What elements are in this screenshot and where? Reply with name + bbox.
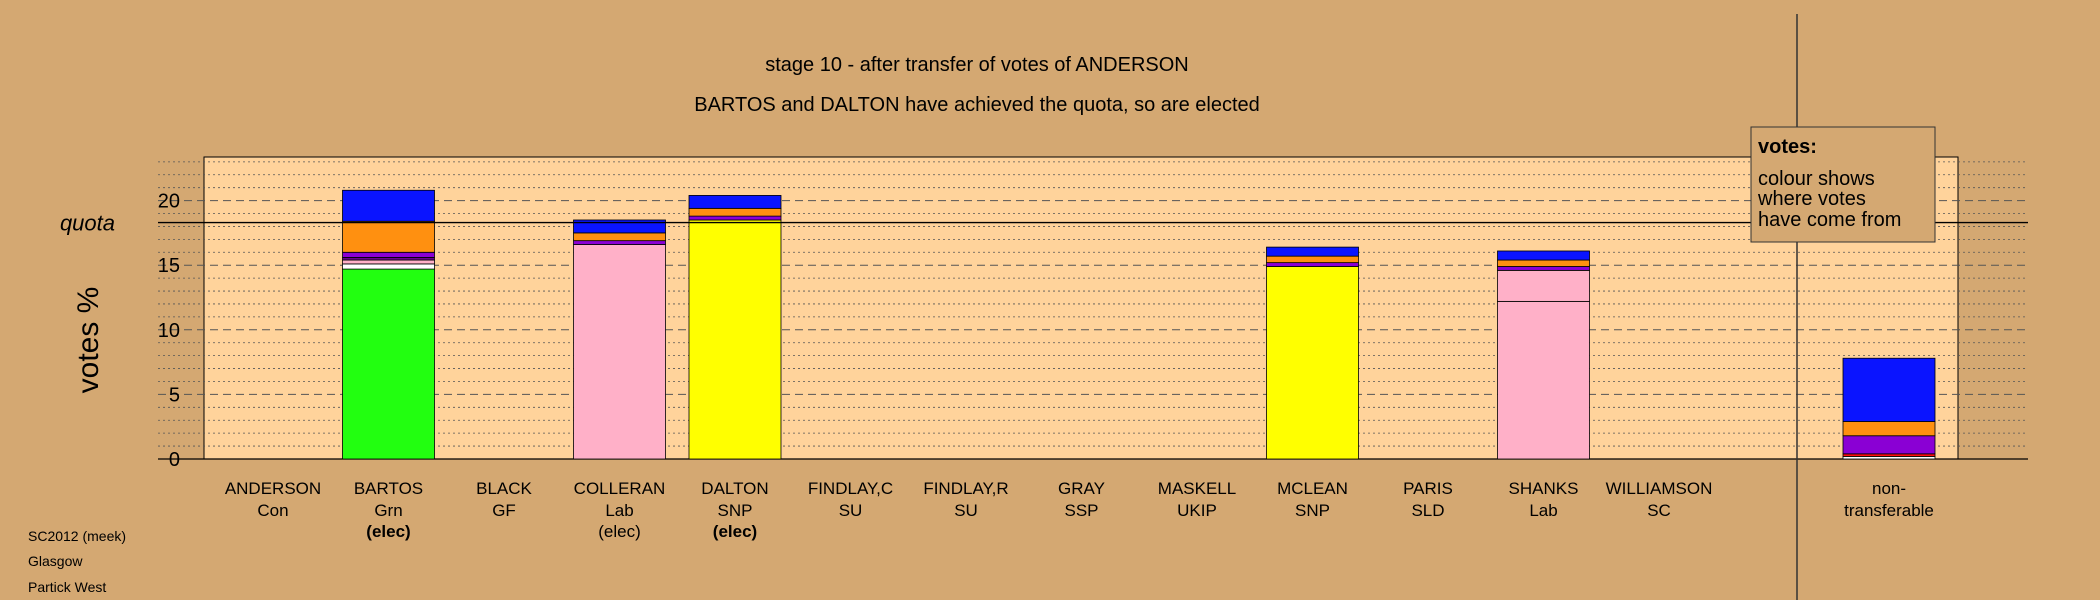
bar-segment [1497, 266, 1590, 271]
category-name-williamson: WILLIAMSON [1606, 479, 1713, 498]
bar-segment [342, 189, 435, 222]
category-name-shanks: SHANKS [1509, 479, 1579, 498]
category-party-williamson: SC [1647, 501, 1671, 520]
category-name-anderson: ANDERSON [225, 479, 321, 498]
category-party-bartos: Grn [374, 501, 402, 520]
category-name-bartos: BARTOS [354, 479, 423, 498]
chart-title: stage 10 - after transfer of votes of AN… [765, 54, 1189, 76]
bar-segment [573, 240, 666, 245]
bar-segment [1497, 300, 1590, 460]
y-tick-label: 15 [158, 255, 180, 277]
footer-line-2: Glasgow [28, 553, 83, 569]
category-party-colleran: Lab [605, 501, 633, 520]
legend-line-2: where votes [1757, 188, 1866, 210]
nontransferable-label-2: transferable [1844, 501, 1934, 520]
category-name-maskell: MASKELL [1158, 479, 1236, 498]
category-status-dalton: (elec) [713, 522, 757, 541]
bar-segment [688, 207, 782, 217]
bar-segment [342, 263, 435, 270]
nontransferable-bar-segment [1842, 421, 1936, 437]
category-status-colleran: (elec) [598, 522, 641, 541]
category-party-gray: SSP [1064, 501, 1098, 520]
category-name-black: BLACK [476, 479, 532, 498]
legend-line-3: have come from [1758, 209, 1901, 231]
y-axis-label: votes % [72, 287, 105, 394]
category-party-shanks: Lab [1529, 501, 1557, 520]
legend-title: votes: [1758, 136, 1817, 158]
gridlines [158, 161, 2028, 460]
bar-segment [1497, 269, 1590, 302]
bar-segment [342, 220, 435, 253]
y-tick-label: 20 [158, 191, 180, 213]
footer-line-3: Partick West [28, 579, 106, 595]
category-party-findlay-c: SU [839, 501, 863, 520]
category-name-colleran: COLLERAN [574, 479, 666, 498]
category-name-gray: GRAY [1058, 479, 1105, 498]
bar-segment [1266, 266, 1359, 460]
category-party-anderson: Con [257, 501, 288, 520]
y-tick-label: 0 [169, 449, 180, 471]
nontransferable-bar-segment [1842, 357, 1936, 422]
bar-segment [1497, 259, 1590, 267]
category-party-paris: SLD [1411, 501, 1444, 520]
bars [158, 189, 2028, 460]
category-party-black: GF [492, 501, 516, 520]
nontransferable-bar-segment [1842, 435, 1936, 455]
category-name-paris: PARIS [1403, 479, 1453, 498]
bar-segment [342, 268, 435, 460]
legend-box [1750, 126, 1936, 243]
chart-subtitle: BARTOS and DALTON have achieved the quot… [694, 94, 1260, 116]
y-axis-ticks: 0 5 10 15 20 [158, 191, 180, 471]
y-tick-label: 10 [158, 320, 180, 342]
category-labels: ANDERSON Con BARTOS Grn (elec) BLACK GF COLLERA… [225, 479, 1934, 541]
category-party-dalton: SNP [718, 501, 753, 520]
bar-segment [573, 232, 666, 242]
category-party-maskell: UKIP [1177, 501, 1217, 520]
bar-segment [688, 195, 782, 209]
bar-segment [1266, 246, 1359, 257]
legend: votes: colour shows where votes have com… [1750, 126, 1936, 243]
category-name-findlay-r: FINDLAY,R [923, 479, 1008, 498]
bar-segment [342, 259, 435, 265]
category-party-findlay-r: SU [954, 501, 978, 520]
bar-segment [342, 251, 435, 258]
bar-segment [573, 244, 666, 460]
bar-segment [688, 219, 782, 460]
category-status-bartos: (elec) [366, 522, 410, 541]
bar-segment [1497, 250, 1590, 261]
category-party-mclean: SNP [1295, 501, 1330, 520]
bar-segment [1266, 262, 1359, 267]
nontransferable-label-1: non- [1872, 479, 1906, 498]
category-name-findlay-c: FINDLAY,C [808, 479, 893, 498]
category-name-mclean: MCLEAN [1277, 479, 1348, 498]
legend-line-1: colour shows [1758, 168, 1875, 190]
y-tick-label: 5 [169, 384, 180, 406]
plot-area [203, 156, 1959, 460]
footer-line-1: SC2012 (meek) [28, 528, 126, 544]
quota-label: quota [60, 211, 115, 236]
category-name-dalton: DALTON [701, 479, 768, 498]
bar-segment [1266, 255, 1359, 264]
bar-segment [688, 215, 782, 221]
